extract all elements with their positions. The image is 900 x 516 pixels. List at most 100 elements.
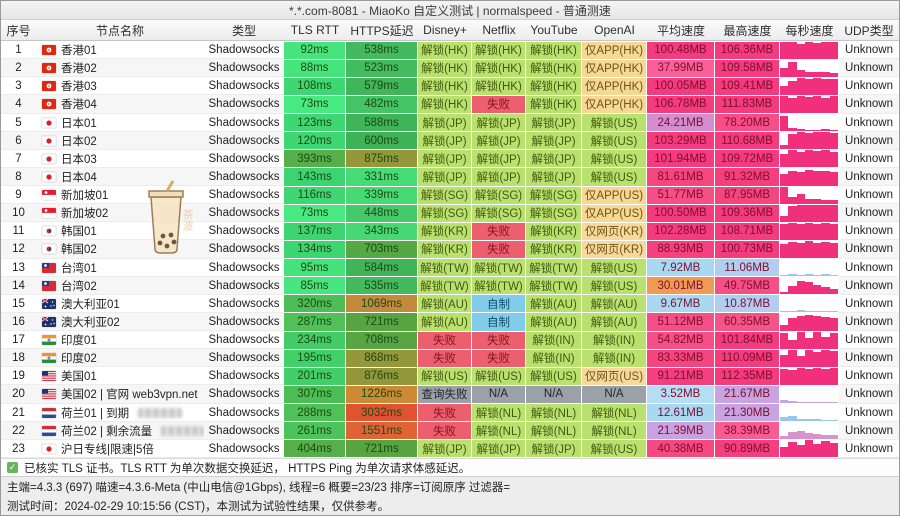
column-header-3[interactable]: TLS RTT — [290, 23, 340, 37]
https-ping-cell: 3032ms — [346, 404, 417, 422]
openai-status-cell: 解锁(US) — [582, 440, 646, 458]
avg-speed-cell: 12.61MB — [647, 404, 714, 422]
column-header-11[interactable]: 每秒速度 — [785, 23, 834, 38]
max-speed-cell: 100.73MB — [715, 240, 779, 258]
table-row[interactable]: 6 日本02 Shadowsocks 120ms 600ms 解锁(JP) 解锁(JP) 解锁… — [1, 131, 899, 150]
column-header-5[interactable]: Disney+ — [423, 23, 467, 37]
column-header-12[interactable]: UDP类型 — [844, 23, 894, 38]
table-row[interactable]: 9 新加坡01 Shadowsocks 116ms 339ms 解锁(SG) 解锁(SG) 解… — [1, 186, 899, 205]
node-name: 荷兰01 | 到期 — [61, 407, 130, 420]
table-row[interactable]: 18 印度02 Shadowsocks 195ms 868ms 失败 失败 解锁(IN) 解锁(… — [1, 349, 899, 368]
disney-status-cell: 解锁(SG) — [418, 186, 471, 204]
table-row[interactable]: 5 日本01 Shadowsocks 123ms 588ms 解锁(JP) 解锁(JP) 解锁… — [1, 113, 899, 132]
node-name-cell: 日本02 — [36, 131, 204, 150]
node-type: Shadowsocks — [204, 77, 284, 96]
table-row[interactable]: 15 澳大利亚01 Shadowsocks 320ms 1069ms 解锁(AU) 自制 解锁… — [1, 294, 899, 313]
node-type: Shadowsocks — [204, 95, 284, 114]
table-row[interactable]: 14 台湾02 Shadowsocks 85ms 535ms 解锁(TW) 解锁(TW) 解锁… — [1, 276, 899, 295]
table-row[interactable]: 4 香港04 Shadowsocks 73ms 482ms 解锁(HK) 失败 解锁(HK) 仅… — [1, 95, 899, 114]
node-type: Shadowsocks — [204, 186, 284, 205]
table-row[interactable]: 2 香港02 Shadowsocks 88ms 523ms 解锁(HK) 解锁(HK) 解锁(… — [1, 59, 899, 78]
flag-jp-icon — [42, 443, 56, 454]
per-second-speed-sparkline — [780, 132, 838, 150]
netflix-status-cell: 失败 — [472, 222, 525, 240]
row-index: 7 — [1, 149, 36, 168]
node-name: 日本02 — [61, 135, 97, 148]
per-second-speed-sparkline — [780, 60, 838, 77]
disney-status-cell: 解锁(HK) — [418, 95, 471, 113]
row-index: 6 — [1, 131, 36, 150]
https-ping-cell: 1069ms — [346, 295, 417, 313]
node-type: Shadowsocks — [204, 204, 284, 223]
column-header-6[interactable]: Netflix — [482, 23, 516, 37]
column-header-1[interactable]: 节点名称 — [95, 23, 144, 38]
table-row[interactable]: 1 香港01 Shadowsocks 92ms 538ms 解锁(HK) 解锁(HK) 解锁(… — [1, 41, 899, 60]
node-name: 香港03 — [61, 81, 97, 94]
table-row[interactable]: 23 沪日专线|限速|5倍 Shadowsocks 404ms 721ms 解锁(JP) 解… — [1, 439, 899, 458]
flag-kr-icon — [42, 226, 56, 237]
node-type: Shadowsocks — [204, 276, 284, 295]
table-row[interactable]: 17 印度01 Shadowsocks 234ms 708ms 失败 失败 解锁(IN) 解锁(… — [1, 331, 899, 350]
column-header-0[interactable]: 序号 — [6, 23, 31, 38]
openai-status-cell: 解锁(US) — [582, 132, 646, 150]
table-row[interactable]: 11 韩国01 Shadowsocks 137ms 343ms 解锁(KR) 失败 解锁(KR… — [1, 222, 899, 241]
column-header-7[interactable]: YouTube — [530, 23, 578, 37]
flag-au-icon — [42, 298, 56, 309]
tls-rtt-cell: 73ms — [284, 204, 345, 222]
table-row[interactable]: 22 荷兰02 | 剩余流量 Shadowsocks 261ms 1551ms 失败 解锁(… — [1, 421, 899, 440]
tls-verified-checkbox[interactable]: ✓ — [7, 462, 18, 473]
table-row[interactable]: 16 澳大利亚02 Shadowsocks 287ms 721ms 解锁(AU) 自制 解锁(… — [1, 312, 899, 331]
https-ping-cell: 448ms — [346, 204, 417, 222]
column-header-2[interactable]: 类型 — [231, 23, 256, 38]
openai-status-cell: 解锁(IN) — [582, 349, 646, 367]
table-row[interactable]: 3 香港03 Shadowsocks 108ms 579ms 解锁(HK) 解锁(HK) 解锁… — [1, 77, 899, 96]
column-header-9[interactable]: 平均速度 — [656, 23, 705, 38]
node-name: 澳大利亚01 — [61, 298, 120, 311]
netflix-status-cell: 解锁(NL) — [472, 404, 525, 422]
netflix-status-cell: 解锁(SG) — [472, 186, 525, 204]
node-name-cell: 香港01 — [36, 41, 204, 60]
flag-in-icon — [42, 335, 56, 346]
avg-speed-cell: 103.29MB — [647, 132, 714, 150]
openai-status-cell: 解锁(US) — [582, 150, 646, 168]
column-header-10[interactable]: 最高速度 — [723, 23, 772, 38]
node-name: 美国02 | 官网 web3vpn.net — [61, 389, 198, 402]
node-name-cell: 新加坡02 — [36, 204, 204, 223]
table-row[interactable]: 19 美国01 Shadowsocks 201ms 876ms 解锁(US) 解锁(US) 解… — [1, 367, 899, 386]
disney-status-cell: 解锁(HK) — [418, 41, 471, 59]
netflix-status-cell: 解锁(JP) — [472, 114, 525, 132]
column-header-8[interactable]: OpenAI — [594, 23, 635, 37]
node-type: Shadowsocks — [204, 113, 284, 132]
udp-type-cell: Unknown — [839, 312, 899, 331]
node-name: 新加坡01 — [61, 190, 109, 203]
netflix-status-cell: 解锁(JP) — [472, 132, 525, 150]
node-name-cell: 台湾01 — [36, 258, 204, 277]
table-row[interactable]: 7 日本03 Shadowsocks 393ms 875ms 解锁(JP) 解锁(JP) 解锁… — [1, 149, 899, 168]
table-row[interactable]: 10 新加坡02 Shadowsocks 73ms 448ms 解锁(SG) 解锁(SG) 解… — [1, 204, 899, 223]
avg-speed-cell: 37.99MB — [647, 59, 714, 77]
table-row[interactable]: 20 美国02 | 官网 web3vpn.net Shadowsocks 307ms 1… — [1, 385, 899, 404]
max-speed-cell: 110.09MB — [715, 349, 779, 367]
youtube-status-cell: 解锁(TW) — [526, 277, 581, 295]
table-row[interactable]: 8 日本04 Shadowsocks 143ms 331ms 解锁(JP) 解锁(JP) 解锁… — [1, 167, 899, 186]
avg-speed-cell: 91.21MB — [647, 367, 714, 385]
max-speed-cell: 78.20MB — [715, 114, 779, 132]
redacted-text — [161, 425, 204, 436]
avg-speed-cell: 88.93MB — [647, 240, 714, 258]
table-row[interactable]: 12 韩国02 Shadowsocks 134ms 703ms 解锁(KR) 失败 解锁(KR… — [1, 240, 899, 259]
youtube-status-cell: 解锁(US) — [526, 367, 581, 385]
netflix-status-cell: 失败 — [472, 331, 525, 349]
table-row[interactable]: 21 荷兰01 | 到期 Shadowsocks 288ms 3032ms 失败 解锁(NL… — [1, 403, 899, 422]
netflix-status-cell: 解锁(JP) — [472, 150, 525, 168]
column-header-4[interactable]: HTTPS延迟 — [350, 23, 414, 38]
table-row[interactable]: 13 台湾01 Shadowsocks 95ms 584ms 解锁(TW) 解锁(TW) 解锁… — [1, 258, 899, 277]
per-second-speed-sparkline — [780, 422, 838, 440]
node-name: 台湾02 — [61, 280, 97, 293]
netflix-status-cell: 自制 — [472, 313, 525, 331]
per-second-speed-sparkline — [780, 386, 838, 403]
node-type: Shadowsocks — [204, 131, 284, 150]
per-second-speed-sparkline — [780, 404, 838, 422]
node-name-cell: 日本01 — [36, 113, 204, 132]
disney-status-cell: 解锁(TW) — [418, 277, 471, 295]
tls-rtt-cell: 287ms — [284, 313, 345, 331]
